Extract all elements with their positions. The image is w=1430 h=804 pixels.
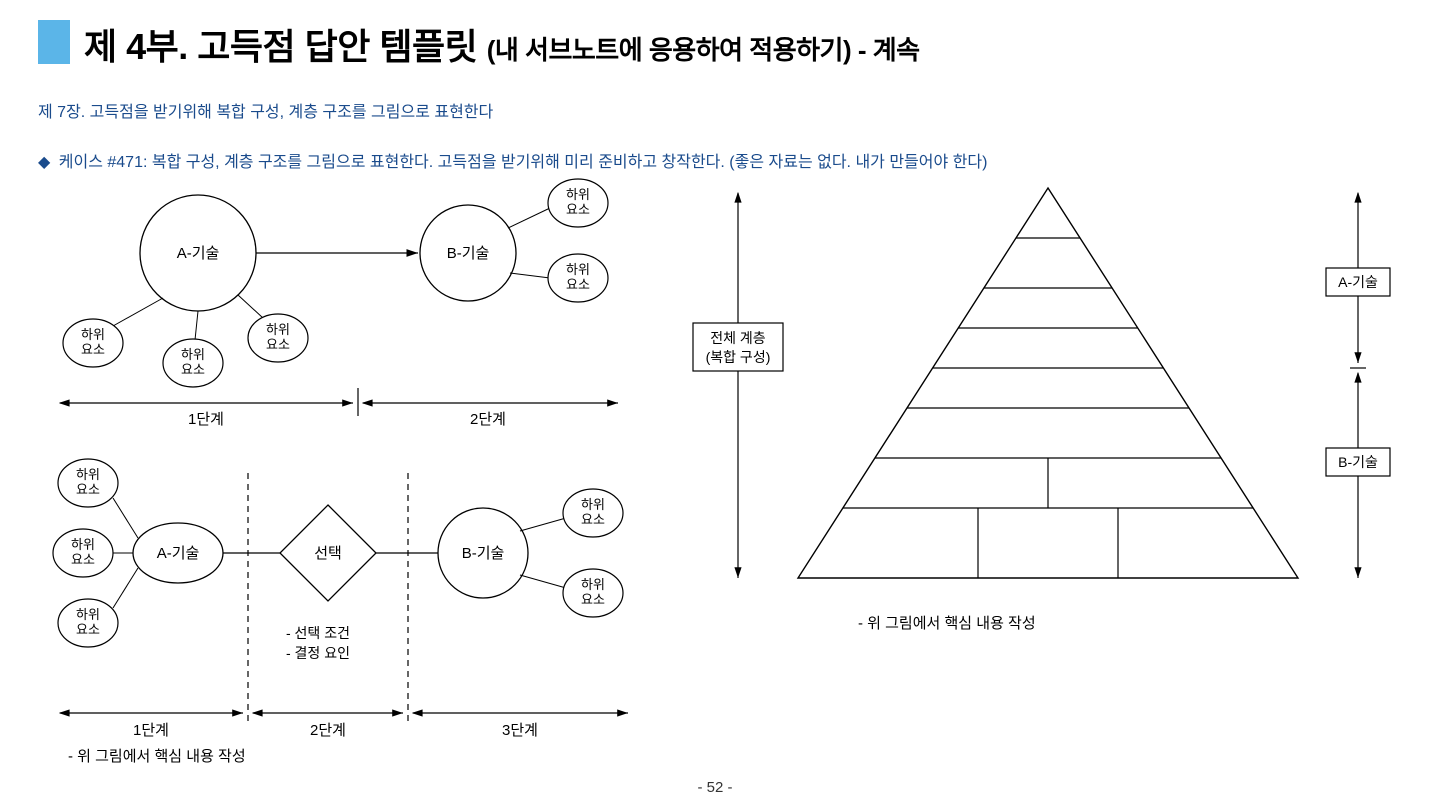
case-text: 케이스 #471: 복합 구성, 계층 구조를 그림으로 표현한다. 고득점을 …: [59, 154, 988, 171]
accent-bar: [38, 20, 70, 64]
node-b-label: B-기술: [447, 245, 490, 262]
stage2-label: 2단계: [470, 411, 506, 428]
diagram-bubble-flow-1: A-기술 B-기술 하위 요소 하위 요소 하위 요소 하위 요소 하위 요소 …: [38, 178, 658, 428]
b-sub1-link: [508, 208, 550, 228]
d2-node-b-label: B-기술: [462, 545, 505, 562]
a-sub2-label-2: 요소: [181, 362, 205, 377]
a-sub2-link: [195, 311, 198, 340]
b-sub1-label-2: 요소: [566, 202, 590, 217]
d2-b-sub1-link: [520, 518, 566, 531]
case-line: ◆ 케이스 #471: 복합 구성, 계층 구조를 그림으로 표현한다. 고득점…: [38, 148, 987, 172]
a-sub1-label-2: 요소: [81, 342, 105, 357]
page-number: - 52 -: [0, 779, 1430, 796]
pyr-right-top-label: A-기술: [1338, 274, 1378, 290]
b-sub2-label-1: 하위: [566, 262, 590, 277]
d2-a-sub1-link: [113, 498, 138, 538]
b-sub2-label-2: 요소: [566, 277, 590, 292]
d2-stage2-label: 2단계: [310, 722, 346, 739]
pyr-left-label-2: (복합 구성): [706, 349, 771, 365]
diagram-selection-flow: 하위 요소 하위 요소 하위 요소 A-기술 선택 B-기술 하위 요소 하위 …: [38, 453, 658, 773]
diamond-bullet-icon: ◆: [38, 154, 50, 171]
d2-caption: - 위 그림에서 핵심 내용 작성: [68, 748, 246, 765]
b-sub2-link: [510, 273, 550, 278]
pyr-caption: - 위 그림에서 핵심 내용 작성: [858, 615, 1036, 632]
d2-node-a-label: A-기술: [157, 545, 200, 562]
pyr-left-label-1: 전체 계층: [710, 330, 766, 346]
d2-stage3-label: 3단계: [502, 722, 538, 739]
title-sub-text: (내 서브노트에 응용하여 적용하기) - 계속: [487, 35, 920, 65]
d2-b-sub1-l2: 요소: [581, 512, 605, 527]
d2-b-sub2-l2: 요소: [581, 592, 605, 607]
title-main-text: 제 4부. 고득점 답안 템플릿: [84, 26, 477, 67]
a-sub3-label-1: 하위: [266, 322, 290, 337]
a-sub1-link: [113, 298, 163, 326]
node-a-label: A-기술: [177, 245, 220, 262]
d2-b-sub2-link: [520, 575, 566, 588]
pyramid-outline: [798, 188, 1298, 578]
d2-a-sub3-l2: 요소: [76, 622, 100, 637]
d2-a-sub1-l2: 요소: [76, 482, 100, 497]
d2-a-sub3-l1: 하위: [76, 607, 100, 622]
d2-a-sub2-l1: 하위: [71, 537, 95, 552]
d2-a-sub1-l1: 하위: [76, 467, 100, 482]
a-sub2-label-1: 하위: [181, 347, 205, 362]
pyr-right-bottom-label: B-기술: [1338, 454, 1378, 470]
diagram-pyramid: 전체 계층 (복합 구성) A-기술 B-기술 - 위 그림에서 핵심 내용 작…: [678, 178, 1408, 658]
d2-note-2: - 결정 요인: [286, 645, 350, 661]
d2-a-sub2-l2: 요소: [71, 552, 95, 567]
stage1-label: 1단계: [188, 411, 224, 428]
a-sub3-label-2: 요소: [266, 337, 290, 352]
a-sub1-label-1: 하위: [81, 327, 105, 342]
d2-b-sub1-l1: 하위: [581, 497, 605, 512]
d2-b-sub2-l1: 하위: [581, 577, 605, 592]
chapter-heading: 제 7장. 고득점을 받기위해 복합 구성, 계층 구조를 그림으로 표현한다: [38, 98, 493, 122]
a-sub3-link: [238, 295, 263, 318]
b-sub1-label-1: 하위: [566, 187, 590, 202]
diagrams-container: A-기술 B-기술 하위 요소 하위 요소 하위 요소 하위 요소 하위 요소 …: [38, 178, 1398, 768]
d2-a-sub3-link: [113, 568, 138, 608]
d2-stage1-label: 1단계: [133, 722, 169, 739]
d2-note-1: - 선택 조건: [286, 625, 350, 641]
page-title: 제 4부. 고득점 답안 템플릿 (내 서브노트에 응용하여 적용하기) - 계…: [84, 18, 920, 70]
d2-select-label: 선택: [314, 545, 342, 562]
